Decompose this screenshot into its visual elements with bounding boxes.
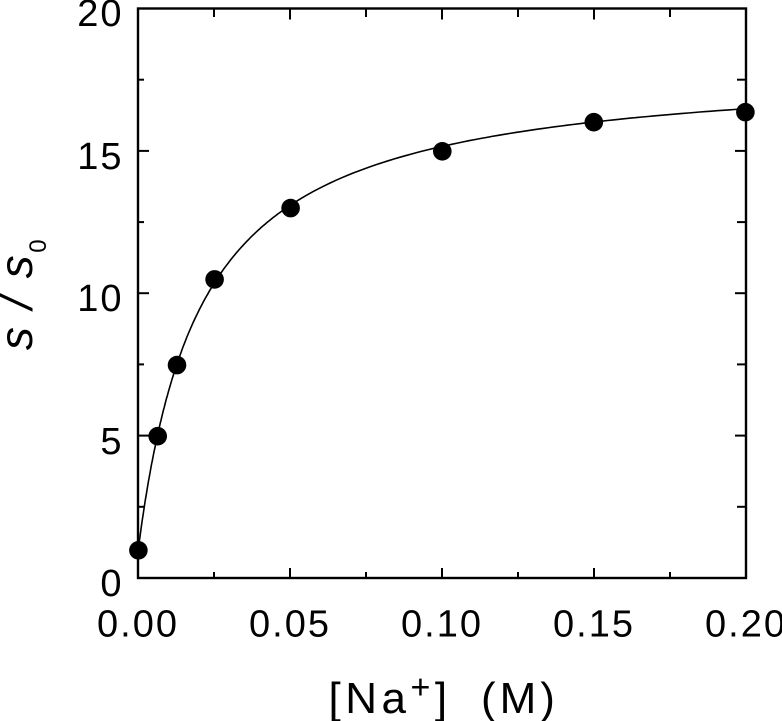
svg-text:0.15: 0.15 — [553, 604, 635, 646]
svg-text:(M): (M) — [481, 674, 559, 721]
svg-text:0.05: 0.05 — [249, 604, 331, 646]
svg-text:10: 10 — [77, 278, 123, 320]
svg-text:0.20: 0.20 — [705, 604, 782, 646]
svg-text:0.00: 0.00 — [97, 604, 179, 646]
svg-text:0: 0 — [100, 563, 123, 605]
svg-text:5: 5 — [100, 421, 123, 463]
svg-text:20: 20 — [77, 0, 123, 35]
svg-text:[Na+]: [Na+] — [329, 669, 452, 721]
svg-text:0.10: 0.10 — [401, 604, 483, 646]
svg-text:s / s0: s / s0 — [0, 237, 52, 350]
svg-text:15: 15 — [77, 136, 123, 178]
